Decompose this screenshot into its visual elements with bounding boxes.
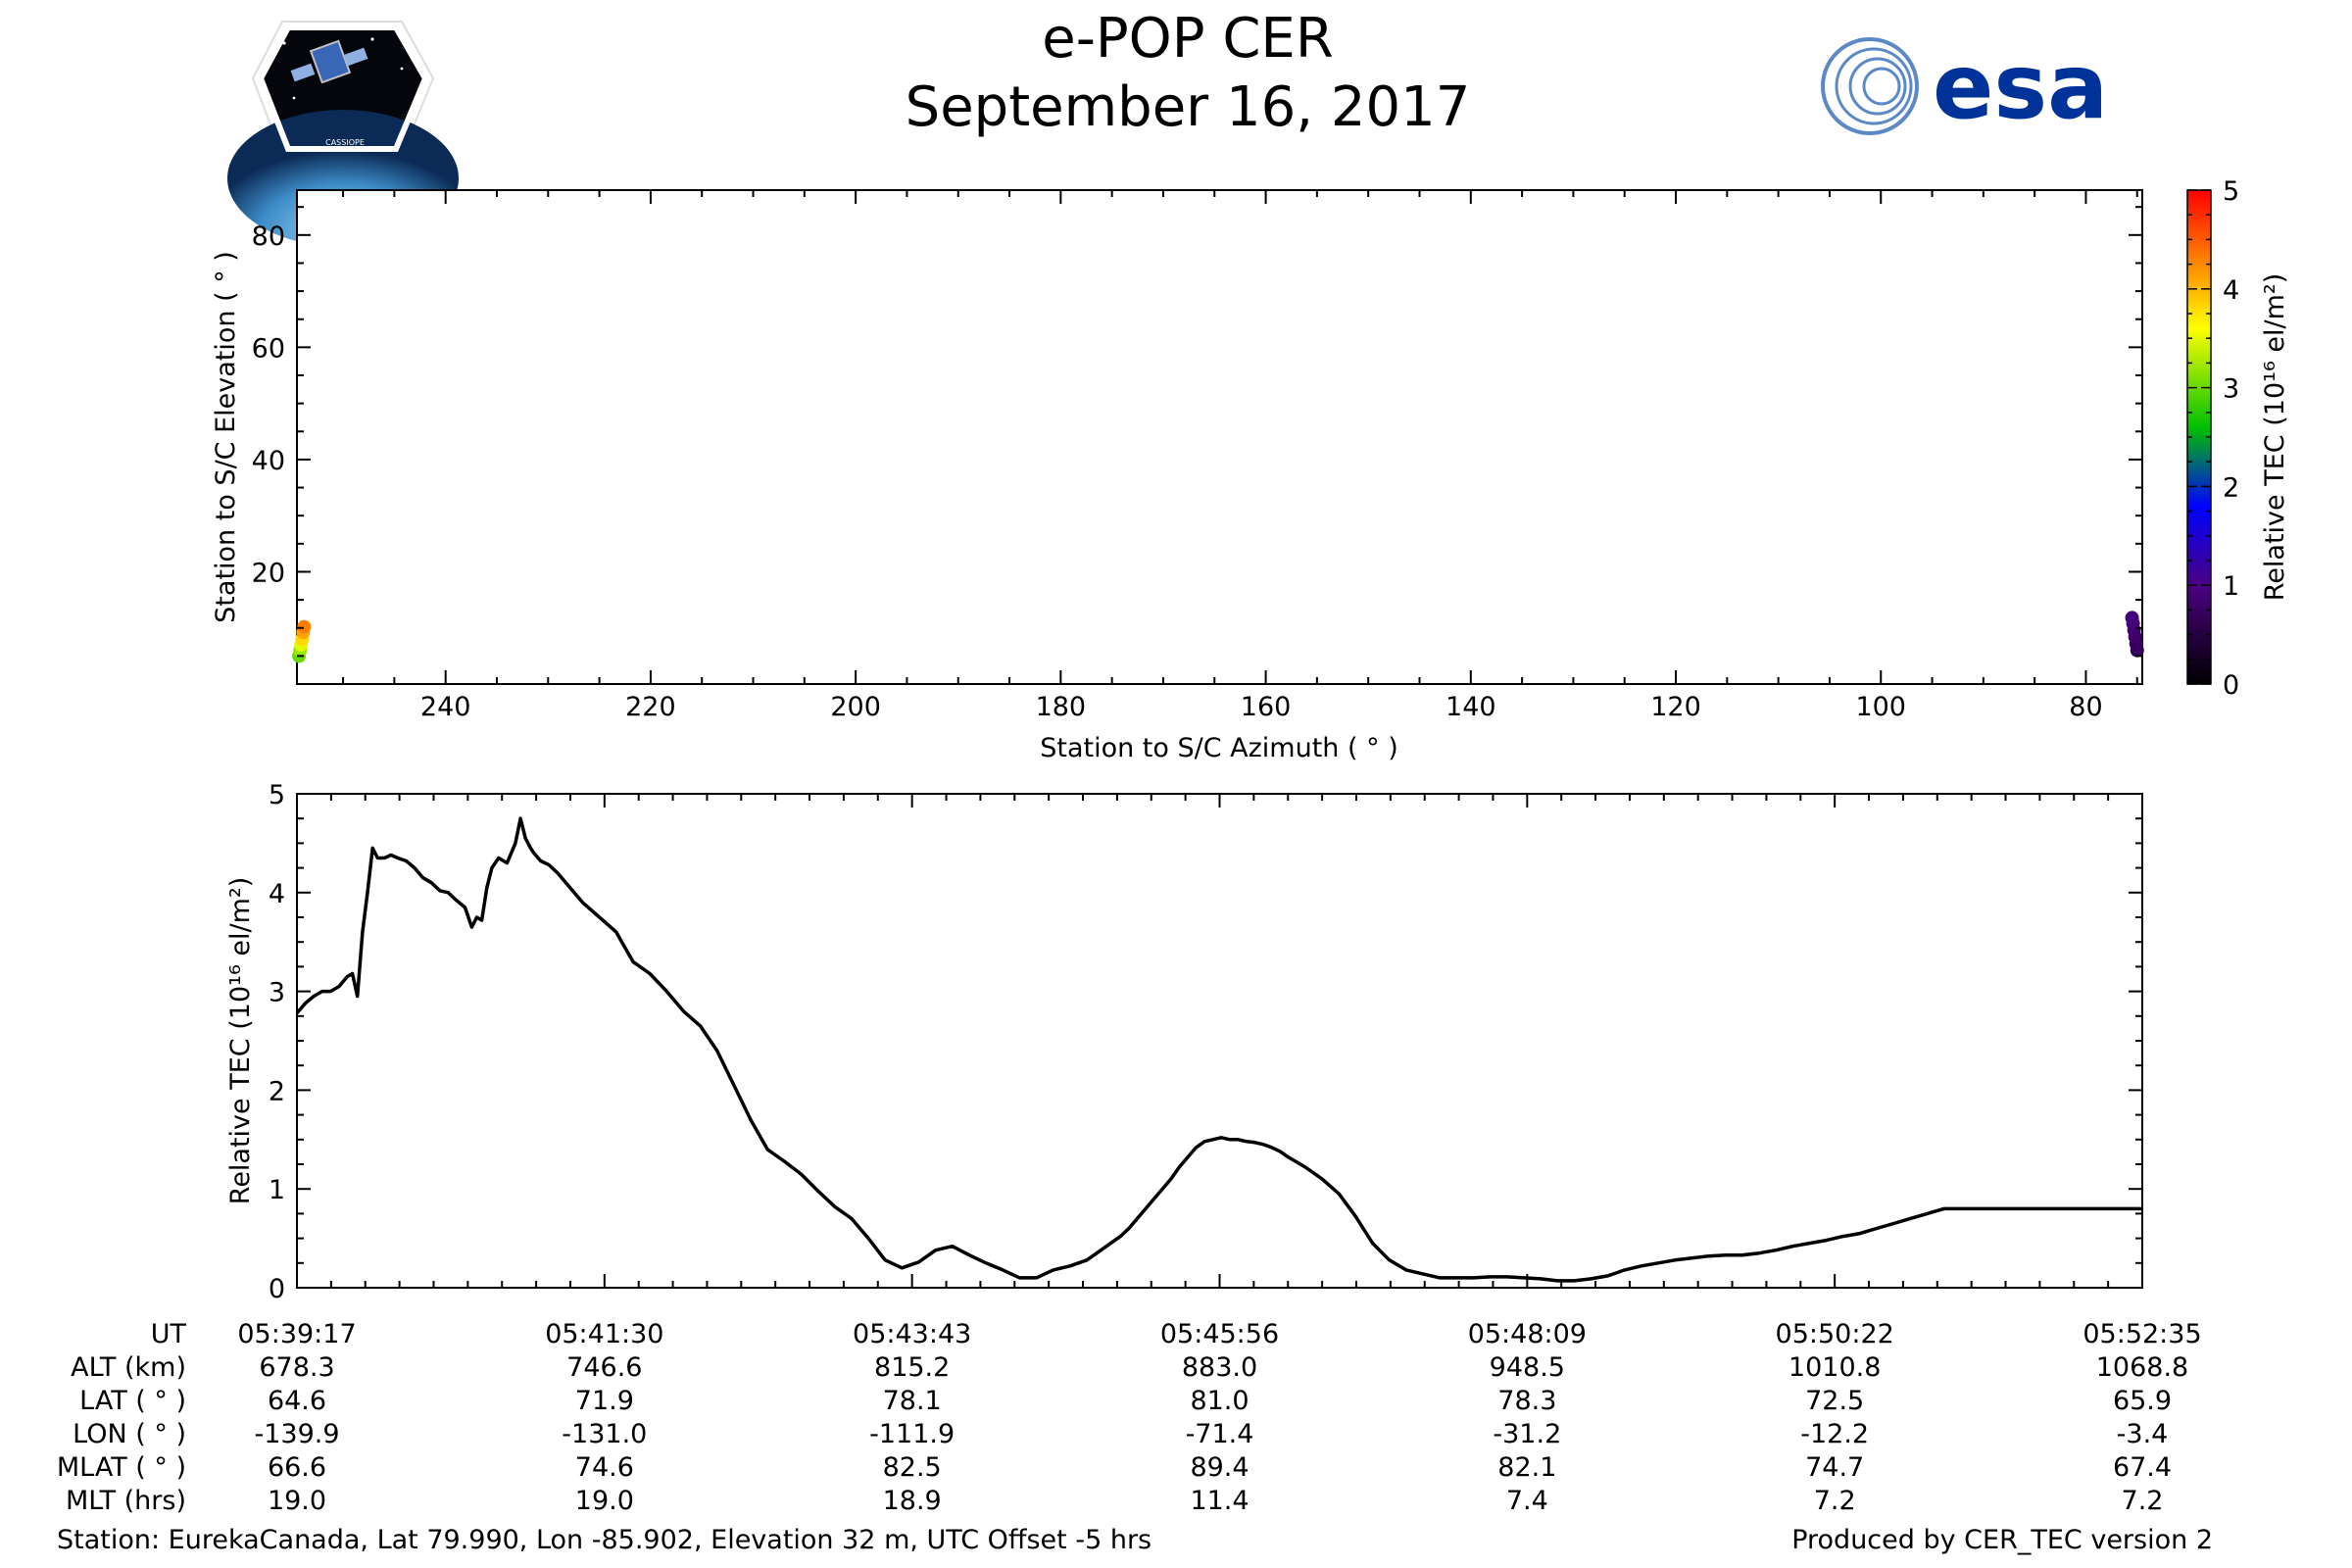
tec-y-tick-label: 0 bbox=[269, 1274, 285, 1304]
orbit-cell: 7.2 bbox=[1814, 1486, 1856, 1516]
skyplot-x-tick-label: 160 bbox=[1241, 692, 1292, 722]
orbit-row-label: MLT (hrs) bbox=[66, 1486, 186, 1516]
skyplot-x-tick-label: 120 bbox=[1650, 692, 1701, 722]
orbit-cell: 19.0 bbox=[575, 1486, 634, 1516]
tec-y-tick-label: 2 bbox=[269, 1076, 285, 1106]
orbit-cell: -111.9 bbox=[869, 1419, 955, 1449]
colorbar-tick-label: 2 bbox=[2223, 472, 2239, 503]
orbit-cell: 05:43:43 bbox=[853, 1319, 971, 1349]
orbit-cell: 1010.8 bbox=[1788, 1352, 1881, 1383]
orbit-cell: 74.6 bbox=[575, 1452, 634, 1483]
orbit-cell: 64.6 bbox=[268, 1386, 326, 1416]
tec-panel: 0 1 2 3 4 5 Relative TEC (10¹⁶ el/m²) bbox=[225, 780, 2143, 1304]
orbit-cell: -139.9 bbox=[254, 1419, 339, 1449]
orbit-cell: 11.4 bbox=[1190, 1486, 1249, 1516]
colorbar-tick-label: 5 bbox=[2223, 176, 2239, 207]
orbit-cell: 948.5 bbox=[1490, 1352, 1565, 1383]
orbit-cell: 82.5 bbox=[883, 1452, 942, 1483]
tec-y-axis-label-name: Relative TEC bbox=[225, 1038, 256, 1204]
chart-title: e-POP CER bbox=[1042, 7, 1333, 71]
skyplot-y-axis-label: Station to S/C Elevation ( ° ) bbox=[211, 251, 241, 623]
colorbar-tick-label: 4 bbox=[2223, 275, 2239, 306]
colorbar-tick-label: 3 bbox=[2223, 374, 2239, 405]
orbit-cell: 05:41:30 bbox=[545, 1319, 663, 1349]
tec-y-tick-label: 5 bbox=[269, 780, 285, 810]
orbit-cell: 7.4 bbox=[1506, 1486, 1548, 1516]
orbit-cell: 82.1 bbox=[1497, 1452, 1556, 1483]
skyplot-x-tick-label: 80 bbox=[2069, 692, 2102, 722]
colorbar-label-name: Relative TEC bbox=[2260, 434, 2290, 601]
orbit-cell: 05:39:17 bbox=[237, 1319, 356, 1349]
orbit-row-label: LAT ( ° ) bbox=[79, 1386, 186, 1416]
skyplot-x-tick-label: 200 bbox=[830, 692, 881, 722]
orbit-cell: 19.0 bbox=[268, 1486, 326, 1516]
orbit-cell: 815.2 bbox=[874, 1352, 950, 1383]
esa-logo: esa bbox=[1821, 34, 2108, 139]
tec-y-axis-label: Relative TEC (10¹⁶ el/m²) bbox=[225, 877, 256, 1204]
tec-y-tick-label: 1 bbox=[269, 1175, 285, 1205]
orbit-cell: 81.0 bbox=[1190, 1386, 1249, 1416]
chart-date: September 16, 2017 bbox=[906, 75, 1471, 139]
orbit-cell: 678.3 bbox=[259, 1352, 334, 1383]
producer-info: Produced by CER_TEC version 2 bbox=[1791, 1525, 2213, 1555]
skyplot-point bbox=[297, 619, 312, 634]
tec-frame bbox=[296, 793, 2143, 1289]
orbit-cell: 05:45:56 bbox=[1160, 1319, 1279, 1349]
orbit-cell: 89.4 bbox=[1190, 1452, 1249, 1483]
colorbar-label: Relative TEC (10¹⁶ el/m²) bbox=[2260, 273, 2290, 601]
skyplot-frame bbox=[296, 189, 2143, 685]
orbit-row-label: LON ( ° ) bbox=[73, 1419, 186, 1449]
orbit-cell: -12.2 bbox=[1800, 1419, 1869, 1449]
colorbar-tick-label: 1 bbox=[2223, 571, 2239, 602]
orbit-cell: 66.6 bbox=[268, 1452, 326, 1483]
orbit-cell: 05:50:22 bbox=[1776, 1319, 1894, 1349]
skyplot-y-tick-label: 80 bbox=[252, 221, 285, 252]
orbit-cell: -31.2 bbox=[1493, 1419, 1561, 1449]
orbit-cell: 746.6 bbox=[566, 1352, 642, 1383]
station-info: Station: EurekaCanada, Lat 79.990, Lon -… bbox=[57, 1525, 1152, 1555]
skyplot-x-tick-label: 180 bbox=[1036, 692, 1087, 722]
orbit-cell: 1068.8 bbox=[2096, 1352, 2188, 1383]
orbit-cell: 74.7 bbox=[1805, 1452, 1864, 1483]
skyplot-point bbox=[2125, 611, 2139, 625]
orbit-cell: 71.9 bbox=[575, 1386, 634, 1416]
colorbar-label-unit: (10¹⁶ el/m²) bbox=[2260, 273, 2290, 426]
colorbar: 0 1 2 3 4 5 Relative TEC (10¹⁶ el/m²) bbox=[2186, 176, 2290, 701]
orbit-cell: 18.9 bbox=[883, 1486, 942, 1516]
orbit-row-label: MLAT ( ° ) bbox=[57, 1452, 186, 1483]
colorbar-tick-label: 0 bbox=[2223, 670, 2239, 701]
orbit-cell: 78.3 bbox=[1497, 1386, 1556, 1416]
skyplot-x-axis-label: Station to S/C Azimuth ( ° ) bbox=[1040, 733, 1398, 763]
skyplot-y-tick-label: 40 bbox=[252, 446, 285, 476]
cassiope-logo-text: CASSIOPE bbox=[325, 138, 365, 147]
orbit-cell: 05:48:09 bbox=[1468, 1319, 1587, 1349]
tec-y-tick-label: 3 bbox=[269, 978, 285, 1008]
skyplot-x-tick-label: 140 bbox=[1446, 692, 1496, 722]
orbit-cell: 7.2 bbox=[2122, 1486, 2164, 1516]
orbit-cell: -3.4 bbox=[2117, 1419, 2169, 1449]
tec-y-axis-label-unit: (10¹⁶ el/m²) bbox=[225, 877, 256, 1030]
skyplot-y-tick-label: 20 bbox=[252, 558, 285, 588]
skyplot-x-tick-label: 240 bbox=[420, 692, 471, 722]
orbit-cell: 65.9 bbox=[2113, 1386, 2172, 1416]
orbit-cell: 67.4 bbox=[2113, 1452, 2172, 1483]
orbit-cell: 05:52:35 bbox=[2082, 1319, 2201, 1349]
skyplot-y-tick-label: 60 bbox=[252, 333, 285, 364]
esa-logo-text: esa bbox=[1933, 34, 2108, 139]
tec-series-line bbox=[295, 816, 2142, 1283]
skyplot-x-tick-label: 220 bbox=[625, 692, 676, 722]
tec-y-tick-label: 4 bbox=[269, 879, 285, 909]
orbit-row-label: UT bbox=[151, 1319, 187, 1349]
skyplot-x-tick-label: 100 bbox=[1855, 692, 1906, 722]
orbit-cell: 78.1 bbox=[883, 1386, 942, 1416]
orbit-cell: 72.5 bbox=[1805, 1386, 1864, 1416]
orbit-cell: -71.4 bbox=[1186, 1419, 1254, 1449]
skyplot-panel: 240 220 200 180 160 140 120 100 80 20 40 60 80 Stat… bbox=[211, 189, 2144, 763]
orbit-cell: -131.0 bbox=[562, 1419, 647, 1449]
orbit-cell: 883.0 bbox=[1182, 1352, 1257, 1383]
orbit-row-label: ALT (km) bbox=[71, 1352, 186, 1383]
